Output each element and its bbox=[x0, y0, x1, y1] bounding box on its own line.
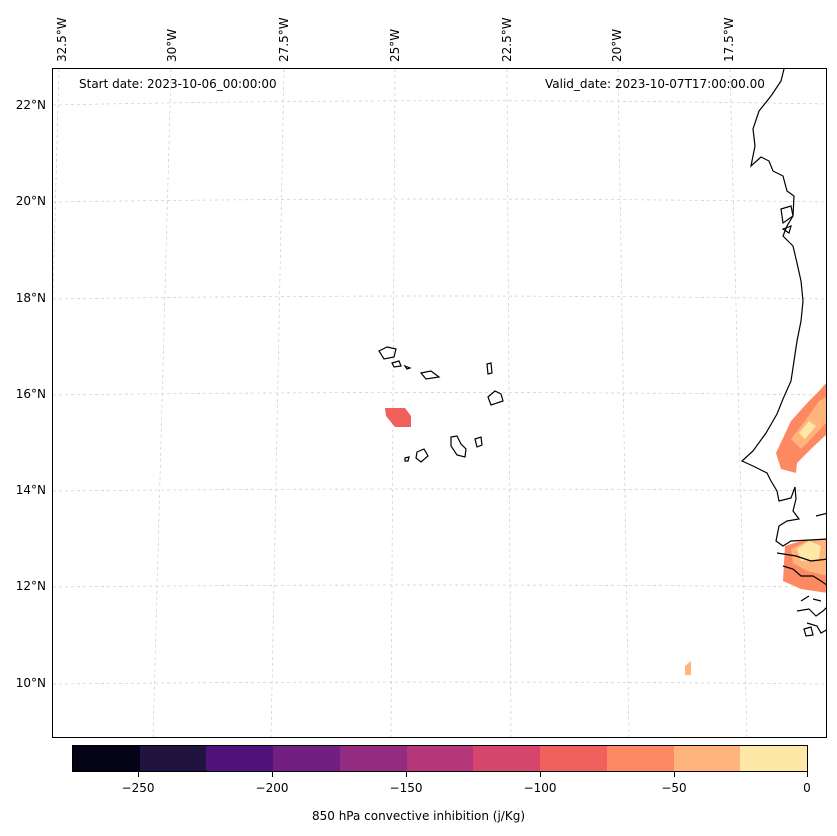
gridline-lon-25w bbox=[390, 69, 396, 737]
gridline-lon-20w bbox=[617, 69, 630, 737]
colorbar-segment-6 bbox=[473, 746, 541, 771]
island-sao-vicente bbox=[391, 360, 402, 368]
lat-label-22n: 22°N bbox=[15, 98, 46, 112]
cb-label-250: −250 bbox=[121, 781, 155, 795]
gridline-lat-16n bbox=[53, 392, 826, 396]
lat-label-14n: 14°N bbox=[15, 483, 46, 497]
colorbar-segment-9 bbox=[673, 746, 741, 771]
colorbar bbox=[72, 745, 808, 772]
island-brava bbox=[404, 456, 410, 462]
lat-label-18n: 18°N bbox=[15, 291, 46, 305]
coast-detail-guinea bbox=[800, 512, 826, 602]
island-santo-antao bbox=[378, 346, 397, 360]
colorbar-segment-3 bbox=[273, 746, 340, 771]
cin-patch-gambia-core bbox=[797, 541, 821, 561]
cin-patch-cape-verde bbox=[385, 408, 411, 427]
cb-label-0: 0 bbox=[803, 781, 811, 795]
lon-label-30w: 30°W bbox=[165, 28, 179, 62]
map-canvas bbox=[53, 69, 826, 737]
cb-label-50: −50 bbox=[661, 781, 687, 795]
colorbar-title: 850 hPa convective inhibition (j/Kg) bbox=[311, 809, 525, 823]
colorbar-segment-10 bbox=[740, 746, 808, 771]
island-sao-nicolau bbox=[419, 370, 441, 380]
lon-label-25w: 25°W bbox=[388, 28, 402, 62]
africa-coastline bbox=[740, 69, 826, 634]
gridline-lon-17-5w bbox=[729, 69, 748, 737]
lon-label-22-5w: 22.5°W bbox=[500, 17, 514, 62]
cb-tick-100 bbox=[540, 772, 541, 777]
coast-detail-north bbox=[780, 205, 794, 234]
lat-label-20n: 20°N bbox=[15, 194, 46, 208]
lon-label-32-5w: 32.5°W bbox=[55, 17, 69, 62]
cb-tick-250 bbox=[138, 772, 139, 777]
colorbar-segment-8 bbox=[606, 746, 674, 771]
colorbar-segment-4 bbox=[339, 746, 407, 771]
cb-label-200: −200 bbox=[255, 781, 289, 795]
gridline-lat-12n bbox=[53, 584, 826, 588]
coast-detail-islands-south bbox=[803, 626, 814, 637]
gridline-lat-10n bbox=[53, 681, 826, 685]
map-frame bbox=[52, 68, 827, 738]
lat-label-10n: 10°N bbox=[15, 676, 46, 690]
gridline-lat-14n bbox=[53, 488, 826, 492]
gridline-lon-32-5w bbox=[53, 69, 60, 306]
gridline-lon-27-5w bbox=[270, 69, 285, 737]
cb-tick-150 bbox=[406, 772, 407, 777]
cb-tick-0 bbox=[807, 772, 808, 777]
island-santa-luzia bbox=[403, 364, 412, 370]
gridline-lon-30w bbox=[152, 69, 172, 737]
island-sal bbox=[486, 362, 493, 375]
island-fogo bbox=[415, 448, 429, 463]
island-boa-vista bbox=[487, 390, 504, 406]
colorbar-segment-7 bbox=[540, 746, 607, 771]
colorbar-segment-0 bbox=[73, 746, 140, 771]
colorbar-segment-1 bbox=[139, 746, 207, 771]
cb-tick-200 bbox=[272, 772, 273, 777]
lat-label-12n: 12°N bbox=[15, 579, 46, 593]
island-santiago bbox=[450, 435, 467, 458]
cin-patch-south bbox=[685, 661, 691, 675]
cin-field bbox=[385, 383, 826, 675]
valid-date-label: Valid_date: 2023-10-07T17:00:00.00 bbox=[545, 77, 765, 91]
lat-label-16n: 16°N bbox=[15, 387, 46, 401]
lon-label-17-5w: 17.5°W bbox=[722, 17, 736, 62]
island-maio bbox=[474, 436, 483, 448]
gridline-lat-22n bbox=[53, 100, 826, 106]
lon-label-20w: 20°W bbox=[610, 28, 624, 62]
lon-label-27-5w: 27.5°W bbox=[277, 17, 291, 62]
colorbar-segment-2 bbox=[206, 746, 274, 771]
graticule bbox=[53, 69, 826, 737]
gridline-lon-22-5w bbox=[506, 69, 512, 737]
cb-label-150: −150 bbox=[389, 781, 423, 795]
gridline-lat-18n bbox=[53, 295, 826, 300]
cb-tick-50 bbox=[674, 772, 675, 777]
gridline-lat-20n bbox=[53, 198, 826, 203]
cb-label-100: −100 bbox=[523, 781, 557, 795]
cin-patch-senegal-coast-core bbox=[799, 421, 816, 439]
coastlines bbox=[378, 69, 826, 637]
colorbar-segment-5 bbox=[406, 746, 474, 771]
start-date-label: Start date: 2023-10-06_00:00:00 bbox=[79, 77, 277, 91]
